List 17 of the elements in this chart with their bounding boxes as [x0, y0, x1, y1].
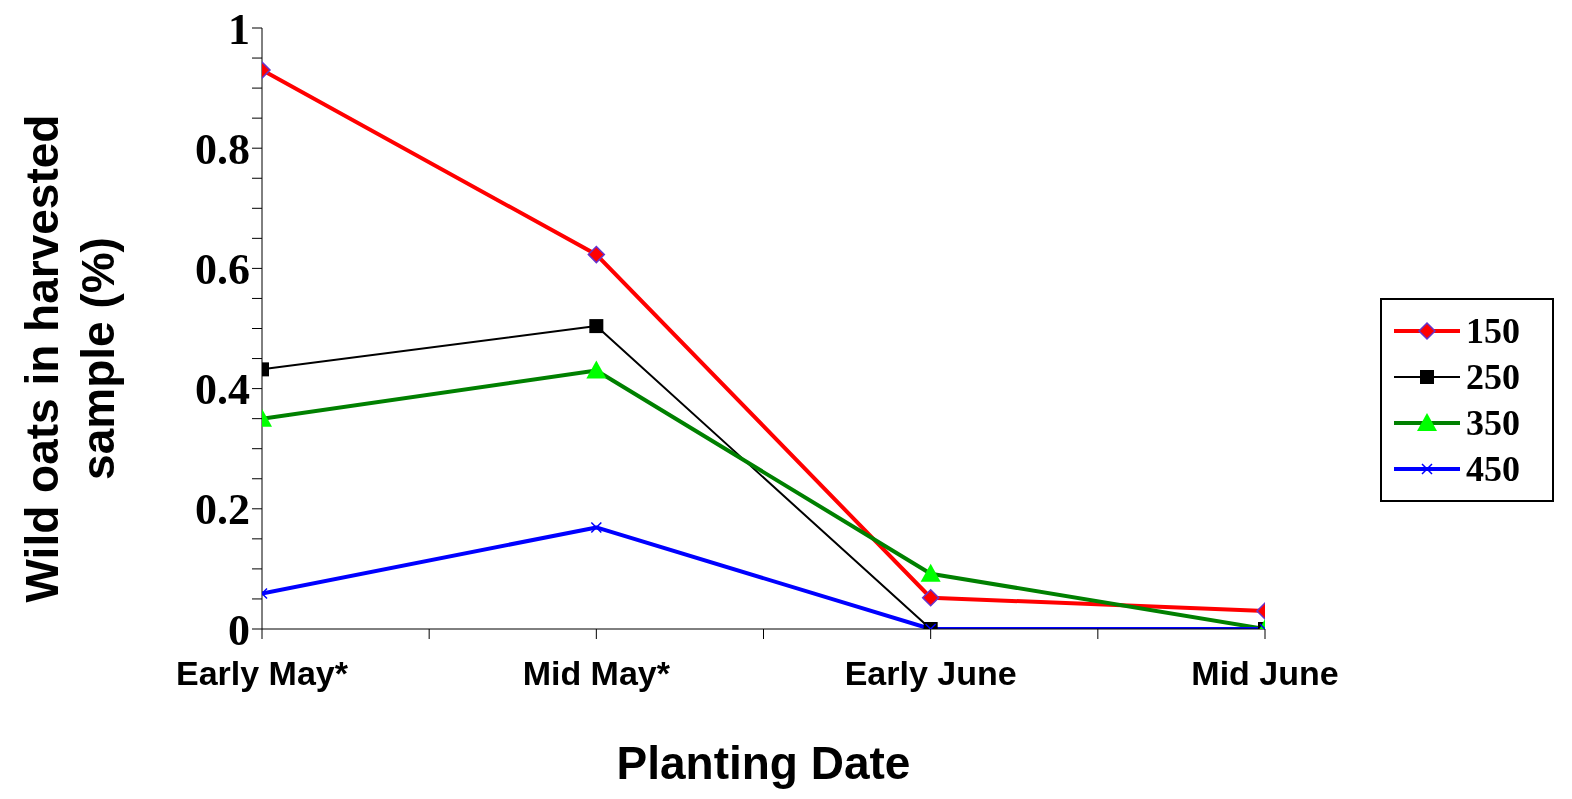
- y-tick-label: 0.8: [195, 124, 250, 174]
- x-tick-label: Early May*: [176, 654, 349, 693]
- y-tick-label: 0.4: [195, 365, 250, 415]
- y-tick-label: 0.2: [195, 485, 250, 535]
- x-tick-label: Early June: [844, 654, 1017, 693]
- y-axis-title: Wild oats in harvested sample (%): [16, 114, 124, 603]
- point: [590, 521, 603, 534]
- y-tick-label: 1: [228, 4, 250, 54]
- legend-label: 450: [1466, 447, 1520, 490]
- legend-label: 350: [1466, 401, 1520, 444]
- x-tick-label: Mid May*: [522, 654, 671, 693]
- x-tick-label: Mid June: [1191, 654, 1339, 693]
- y-tick-label: 0: [228, 605, 250, 655]
- y-tick-label: 0.6: [195, 245, 250, 295]
- legend-label: 250: [1466, 355, 1520, 398]
- x-axis-title: Planting Date: [616, 737, 911, 789]
- legend-label: 150: [1466, 309, 1520, 352]
